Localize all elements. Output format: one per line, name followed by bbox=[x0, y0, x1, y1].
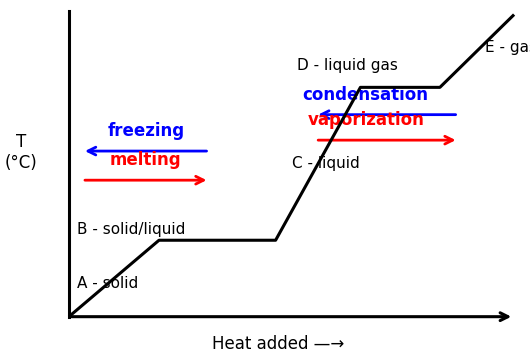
Text: freezing: freezing bbox=[107, 122, 184, 140]
Text: A - solid: A - solid bbox=[77, 276, 138, 292]
Text: T
(°C): T (°C) bbox=[5, 134, 38, 172]
Text: E - gas: E - gas bbox=[485, 40, 530, 55]
Text: Heat added —→: Heat added —→ bbox=[212, 335, 344, 353]
Text: B - solid/liquid: B - solid/liquid bbox=[77, 222, 185, 237]
Text: C - liquid: C - liquid bbox=[292, 156, 359, 171]
Text: vaporization: vaporization bbox=[307, 111, 424, 129]
Text: condensation: condensation bbox=[303, 86, 429, 104]
Text: melting: melting bbox=[110, 151, 182, 169]
Text: D - liquid gas: D - liquid gas bbox=[297, 58, 398, 73]
